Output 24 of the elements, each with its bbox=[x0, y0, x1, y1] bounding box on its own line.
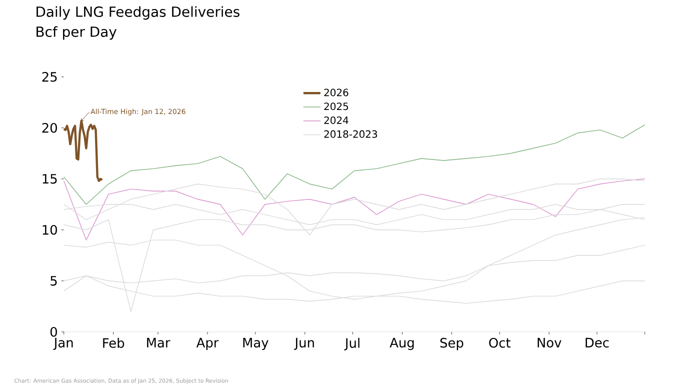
x-tick-label: Jul bbox=[344, 338, 360, 350]
x-tick-label: Dec bbox=[586, 338, 609, 348]
legend-label: 2026 bbox=[324, 88, 348, 96]
x-tick-label: Oct bbox=[489, 338, 510, 348]
y-tick-label: 10 bbox=[42, 224, 57, 235]
x-tick-label: Aug bbox=[390, 338, 414, 350]
legend-label: 2024 bbox=[324, 116, 348, 124]
x-tick-label: Feb bbox=[103, 338, 124, 348]
legend-label: 2018-2023 bbox=[324, 130, 378, 138]
y-tick-label: 25 bbox=[42, 72, 57, 82]
chart-subtitle: Bcf per Day bbox=[36, 26, 117, 40]
chart-title: Daily LNG Feedgas Deliveries bbox=[36, 6, 240, 20]
x-tick-label: Apr bbox=[196, 338, 219, 350]
y-tick-label: 5 bbox=[50, 276, 57, 286]
x-tick-label: Sep bbox=[440, 338, 464, 350]
x-tick-label: May bbox=[243, 338, 268, 350]
y-tick-label: 15 bbox=[42, 174, 57, 184]
y-tick-label: 0 bbox=[50, 326, 57, 337]
x-tick-label: Jun bbox=[294, 338, 314, 350]
x-tick-label: Nov bbox=[538, 338, 562, 348]
y-tick-label: 20 bbox=[42, 122, 57, 133]
legend-label: 2025 bbox=[324, 102, 348, 110]
x-tick-label: Jan bbox=[53, 338, 73, 350]
x-tick-label: Mar bbox=[147, 338, 170, 348]
